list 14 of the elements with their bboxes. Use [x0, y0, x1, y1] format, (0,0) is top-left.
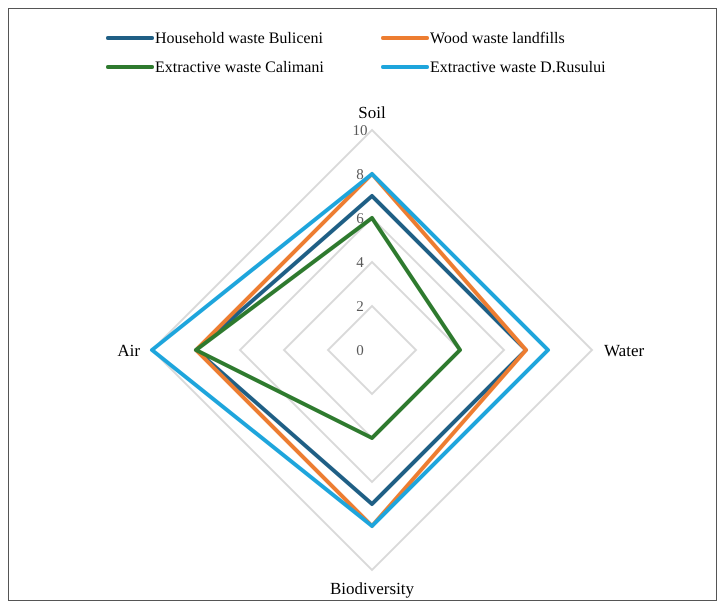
- legend-label: Extractive waste Calimani: [155, 59, 324, 76]
- y-tick-label: 6: [356, 211, 364, 227]
- legend-label: Wood waste landfills: [430, 30, 565, 47]
- y-tick-label: 8: [356, 167, 364, 183]
- y-tick-label: 2: [356, 299, 364, 315]
- spoke-label: Biodiversity: [330, 579, 415, 598]
- spoke-label: Water: [604, 341, 644, 360]
- y-tick-label: 0: [356, 343, 364, 359]
- legend-label: Extractive waste D.Rusului: [430, 59, 606, 76]
- legend-label: Household waste Buliceni: [155, 30, 324, 47]
- y-tick-label: 4: [356, 255, 364, 271]
- spoke-label: Soil: [358, 103, 386, 122]
- spoke-label: Air: [117, 341, 140, 360]
- y-tick-label: 10: [352, 123, 368, 139]
